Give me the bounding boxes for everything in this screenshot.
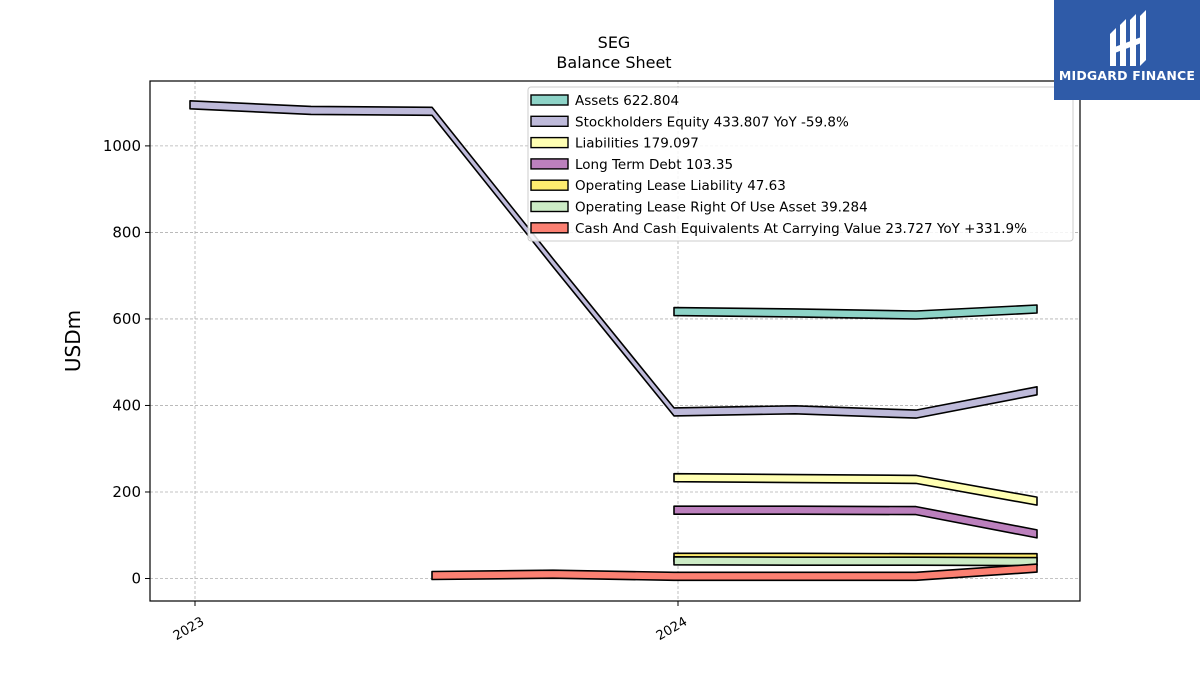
series-group: [189, 100, 1038, 582]
series-band-liabilities: [673, 472, 1038, 506]
legend-label-operating-lease-liability: Operating Lease Liability 47.63: [575, 178, 786, 194]
plot-frame: [149, 80, 1081, 602]
series-band-operating-lease-right-of-use-asset: [673, 556, 1038, 567]
chart-subtitle: Balance Sheet: [556, 53, 671, 72]
legend-label-operating-lease-right-of-use-asset: Operating Lease Right Of Use Asset 39.28…: [575, 200, 868, 216]
y-tick-label: 200: [112, 483, 141, 501]
series-band-cash-and-cash-equivalents-at-carrying-value: [431, 563, 1038, 582]
y-axis: 0 200 400 600 800 1000: [103, 137, 150, 588]
y-tick-label: 1000: [103, 137, 141, 155]
y-tick-label: 600: [112, 310, 141, 328]
x-tick-label: 2023: [171, 614, 207, 644]
legend: Assets 622.804 Stockholders Equity 433.80…: [527, 86, 1074, 242]
y-axis-title: USDm: [61, 310, 85, 372]
series-band-long-term-debt: [673, 505, 1038, 539]
logo-text: MIDGARD FINANCE: [1058, 68, 1196, 83]
legend-frame: [527, 86, 1074, 242]
series-band-stockholders-equity: [189, 100, 1038, 419]
legend-swatch-operating-lease-right-of-use-asset: [530, 200, 569, 213]
legend-swatch-cash-and-cash-equivalents-at-carrying-value: [530, 222, 569, 234]
legend-swatch-liabilities: [530, 136, 569, 149]
legend-label-cash-and-cash-equivalents-at-carrying-value: Cash And Cash Equivalents At Carrying Va…: [575, 221, 1027, 237]
midgard-finance-logo: MIDGARD FINANCE: [1054, 0, 1200, 100]
legend-swatch-assets: [530, 94, 569, 106]
series-band-assets: [673, 304, 1038, 320]
x-tick-label: 2024: [654, 614, 690, 644]
y-tick-label: 400: [112, 396, 141, 414]
legend-swatch-operating-lease-liability: [530, 179, 569, 191]
y-tick-label: 800: [112, 223, 141, 241]
legend-label-liabilities: Liabilities 179.097: [575, 136, 699, 152]
legend-label-assets: Assets 622.804: [575, 93, 679, 109]
y-tick-label: 0: [131, 570, 141, 588]
x-axis: 2023 2024: [171, 601, 690, 644]
legend-swatch-stockholders-equity: [530, 115, 569, 128]
legend-swatch-long-term-debt: [530, 158, 569, 170]
legend-label-stockholders-equity: Stockholders Equity 433.807 YoY -59.8%: [575, 114, 849, 130]
midgard-logo-icon: [1110, 10, 1146, 66]
legend-label-long-term-debt: Long Term Debt 103.35: [575, 157, 733, 173]
chart-title: SEG: [598, 33, 631, 52]
